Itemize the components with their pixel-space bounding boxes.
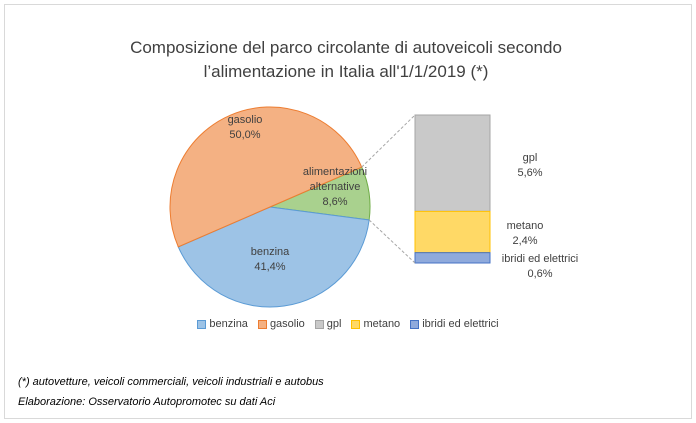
slice-label: alimentazioni alternative 8,6% (290, 165, 380, 210)
chart-title: Composizione del parco circolante di aut… (130, 38, 562, 81)
bar-label: gpl 5,6% (480, 151, 580, 181)
category-label: metano (506, 220, 544, 232)
value-label: 0,6% (527, 268, 553, 280)
legend-entry: gpl (314, 318, 342, 330)
slice-label: benzina 41,4% (225, 245, 315, 275)
value-label: 41,4% (254, 261, 286, 273)
value-label: 8,6% (322, 196, 348, 208)
legend: benzina gasolio gpl metano ibridi ed elettri… (0, 318, 696, 330)
footnote: (*) autovetture, veicoli commerciali, ve… (18, 376, 324, 388)
pie-slice (177, 206, 370, 308)
bar-label: ibridi ed elettrici 0,6% (490, 252, 590, 282)
bar-segment (414, 114, 491, 212)
category-label: gasolio (227, 114, 263, 126)
legend-label: gpl (326, 318, 342, 330)
legend-key (410, 319, 420, 329)
legend-label: gasolio (269, 318, 305, 330)
legend-label: ibridi ed elettrici (422, 318, 499, 330)
legend-key (351, 319, 361, 329)
slice-label: gasolio 50,0% (200, 113, 290, 143)
legend-entry: gasolio (257, 318, 305, 330)
category-label: ibridi ed elettrici (501, 253, 579, 265)
category-label: alimentazioni alternative (302, 166, 368, 193)
legend-key (257, 319, 267, 329)
value-label: 2,4% (512, 235, 538, 247)
legend-key (314, 319, 324, 329)
value-label: 5,6% (517, 167, 543, 179)
legend-key (197, 319, 207, 329)
bar-segment (414, 252, 491, 264)
legend-entry: metano (351, 318, 400, 330)
legend-label: benzina (209, 318, 248, 330)
legend-entry: benzina (197, 318, 248, 330)
value-label: 50,0% (229, 129, 261, 141)
legend-entry: ibridi ed elettrici (410, 318, 499, 330)
category-label: gpl (522, 152, 538, 164)
connector (368, 219, 416, 264)
bar-label: metano 2,4% (475, 219, 575, 249)
category-label: benzina (250, 246, 290, 258)
footnote: Elaborazione: Osservatorio Autopromotec … (18, 396, 276, 408)
pie-slice (169, 106, 363, 248)
connector (361, 114, 416, 168)
legend-label: metano (363, 318, 401, 330)
